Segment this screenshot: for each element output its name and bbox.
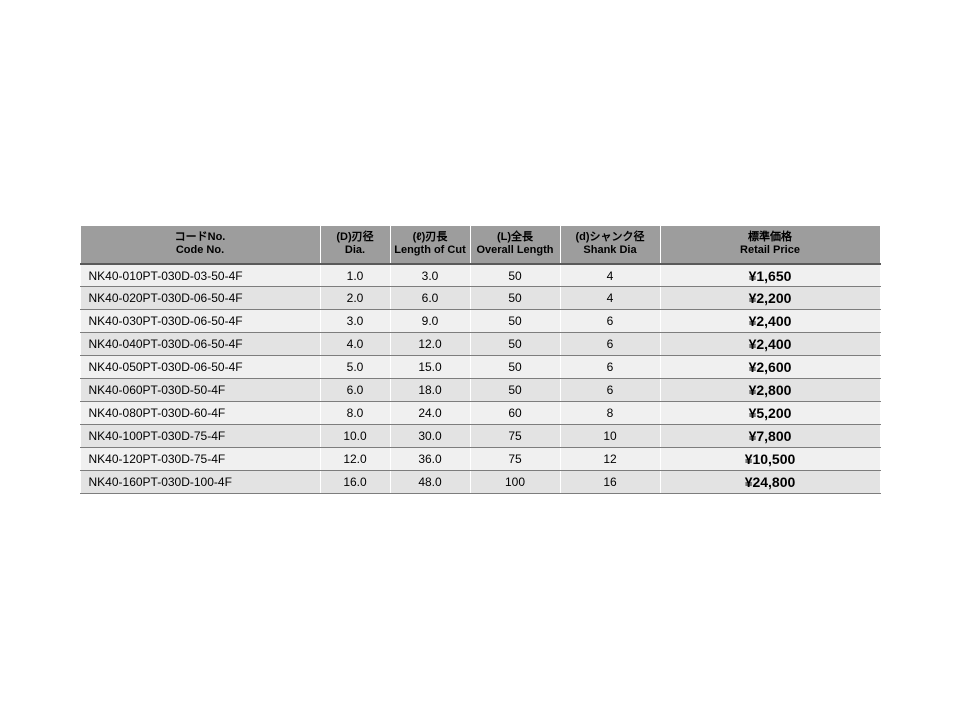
cell-code: NK40-100PT-030D-75-4F <box>80 425 320 448</box>
cell-dia: 16.0 <box>320 471 390 494</box>
table-row: NK40-030PT-030D-06-50-4F3.09.0506¥2,400 <box>80 310 880 333</box>
cell-code: NK40-060PT-030D-50-4F <box>80 379 320 402</box>
cell-shank: 6 <box>560 333 660 356</box>
table-body: NK40-010PT-030D-03-50-4F1.03.0504¥1,650N… <box>80 264 880 494</box>
table-row: NK40-120PT-030D-75-4F12.036.07512¥10,500 <box>80 448 880 471</box>
cell-price: ¥1,650 <box>660 264 880 287</box>
cell-price: ¥2,400 <box>660 310 880 333</box>
cell-loc: 12.0 <box>390 333 470 356</box>
cell-price: ¥24,800 <box>660 471 880 494</box>
table-row: NK40-010PT-030D-03-50-4F1.03.0504¥1,650 <box>80 264 880 287</box>
cell-ol: 60 <box>470 402 560 425</box>
col-header-dia-jp: (D)刃径 <box>321 231 390 245</box>
cell-ol: 50 <box>470 333 560 356</box>
col-header-loc: (ℓ)刃長 Length of Cut <box>390 226 470 264</box>
col-header-loc-jp: (ℓ)刃長 <box>391 231 470 245</box>
header-row: コードNo. Code No. (D)刃径 Dia. (ℓ)刃長 Length … <box>80 226 880 264</box>
cell-dia: 5.0 <box>320 356 390 379</box>
table-head: コードNo. Code No. (D)刃径 Dia. (ℓ)刃長 Length … <box>80 226 880 264</box>
cell-code: NK40-160PT-030D-100-4F <box>80 471 320 494</box>
cell-ol: 50 <box>470 379 560 402</box>
cell-shank: 4 <box>560 264 660 287</box>
col-header-code-jp: コードNo. <box>81 231 320 245</box>
cell-loc: 9.0 <box>390 310 470 333</box>
cell-shank: 4 <box>560 287 660 310</box>
cell-code: NK40-050PT-030D-06-50-4F <box>80 356 320 379</box>
cell-ol: 50 <box>470 356 560 379</box>
cell-price: ¥7,800 <box>660 425 880 448</box>
cell-code: NK40-040PT-030D-06-50-4F <box>80 333 320 356</box>
cell-price: ¥2,800 <box>660 379 880 402</box>
col-header-price-jp: 標準価格 <box>661 231 880 245</box>
cell-code: NK40-080PT-030D-60-4F <box>80 402 320 425</box>
col-header-price: 標準価格 Retail Price <box>660 226 880 264</box>
cell-ol: 100 <box>470 471 560 494</box>
col-header-code-en: Code No. <box>81 244 320 258</box>
cell-code: NK40-010PT-030D-03-50-4F <box>80 264 320 287</box>
cell-ol: 75 <box>470 425 560 448</box>
cell-code: NK40-030PT-030D-06-50-4F <box>80 310 320 333</box>
cell-ol: 50 <box>470 310 560 333</box>
cell-ol: 75 <box>470 448 560 471</box>
cell-shank: 6 <box>560 310 660 333</box>
cell-price: ¥2,600 <box>660 356 880 379</box>
table-row: NK40-160PT-030D-100-4F16.048.010016¥24,8… <box>80 471 880 494</box>
col-header-ol: (L)全長 Overall Length <box>470 226 560 264</box>
cell-price: ¥2,400 <box>660 333 880 356</box>
cell-ol: 50 <box>470 287 560 310</box>
cell-shank: 10 <box>560 425 660 448</box>
cell-dia: 10.0 <box>320 425 390 448</box>
spec-table: コードNo. Code No. (D)刃径 Dia. (ℓ)刃長 Length … <box>80 226 881 495</box>
col-header-price-en: Retail Price <box>661 244 880 258</box>
cell-dia: 8.0 <box>320 402 390 425</box>
cell-dia: 2.0 <box>320 287 390 310</box>
cell-code: NK40-020PT-030D-06-50-4F <box>80 287 320 310</box>
col-header-loc-en: Length of Cut <box>391 244 470 258</box>
col-header-shank-en: Shank Dia <box>561 244 660 258</box>
cell-dia: 1.0 <box>320 264 390 287</box>
cell-shank: 6 <box>560 356 660 379</box>
cell-loc: 15.0 <box>390 356 470 379</box>
cell-shank: 16 <box>560 471 660 494</box>
cell-code: NK40-120PT-030D-75-4F <box>80 448 320 471</box>
table-row: NK40-020PT-030D-06-50-4F2.06.0504¥2,200 <box>80 287 880 310</box>
cell-loc: 6.0 <box>390 287 470 310</box>
table-row: NK40-050PT-030D-06-50-4F5.015.0506¥2,600 <box>80 356 880 379</box>
table-row: NK40-060PT-030D-50-4F6.018.0506¥2,800 <box>80 379 880 402</box>
cell-loc: 30.0 <box>390 425 470 448</box>
table-row: NK40-040PT-030D-06-50-4F4.012.0506¥2,400 <box>80 333 880 356</box>
cell-price: ¥2,200 <box>660 287 880 310</box>
cell-loc: 18.0 <box>390 379 470 402</box>
cell-shank: 6 <box>560 379 660 402</box>
cell-shank: 12 <box>560 448 660 471</box>
cell-loc: 48.0 <box>390 471 470 494</box>
cell-price: ¥10,500 <box>660 448 880 471</box>
col-header-ol-en: Overall Length <box>471 244 560 258</box>
cell-loc: 36.0 <box>390 448 470 471</box>
cell-dia: 4.0 <box>320 333 390 356</box>
cell-dia: 3.0 <box>320 310 390 333</box>
cell-ol: 50 <box>470 264 560 287</box>
cell-loc: 24.0 <box>390 402 470 425</box>
table-row: NK40-080PT-030D-60-4F8.024.0608¥5,200 <box>80 402 880 425</box>
col-header-shank: (d)シャンク径 Shank Dia <box>560 226 660 264</box>
cell-price: ¥5,200 <box>660 402 880 425</box>
col-header-code: コードNo. Code No. <box>80 226 320 264</box>
col-header-dia-en: Dia. <box>321 244 390 258</box>
page-canvas: コードNo. Code No. (D)刃径 Dia. (ℓ)刃長 Length … <box>0 0 960 720</box>
col-header-dia: (D)刃径 Dia. <box>320 226 390 264</box>
table-row: NK40-100PT-030D-75-4F10.030.07510¥7,800 <box>80 425 880 448</box>
col-header-ol-jp: (L)全長 <box>471 231 560 245</box>
col-header-shank-jp: (d)シャンク径 <box>561 231 660 245</box>
cell-loc: 3.0 <box>390 264 470 287</box>
cell-dia: 6.0 <box>320 379 390 402</box>
cell-dia: 12.0 <box>320 448 390 471</box>
cell-shank: 8 <box>560 402 660 425</box>
